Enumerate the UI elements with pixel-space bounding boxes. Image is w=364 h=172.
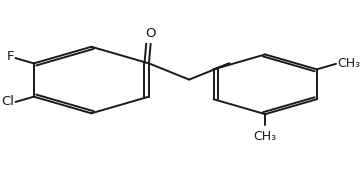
Text: CH₃: CH₃ (338, 57, 361, 70)
Text: F: F (7, 50, 14, 63)
Text: Cl: Cl (1, 95, 14, 109)
Text: CH₃: CH₃ (254, 130, 277, 143)
Text: O: O (145, 27, 156, 40)
